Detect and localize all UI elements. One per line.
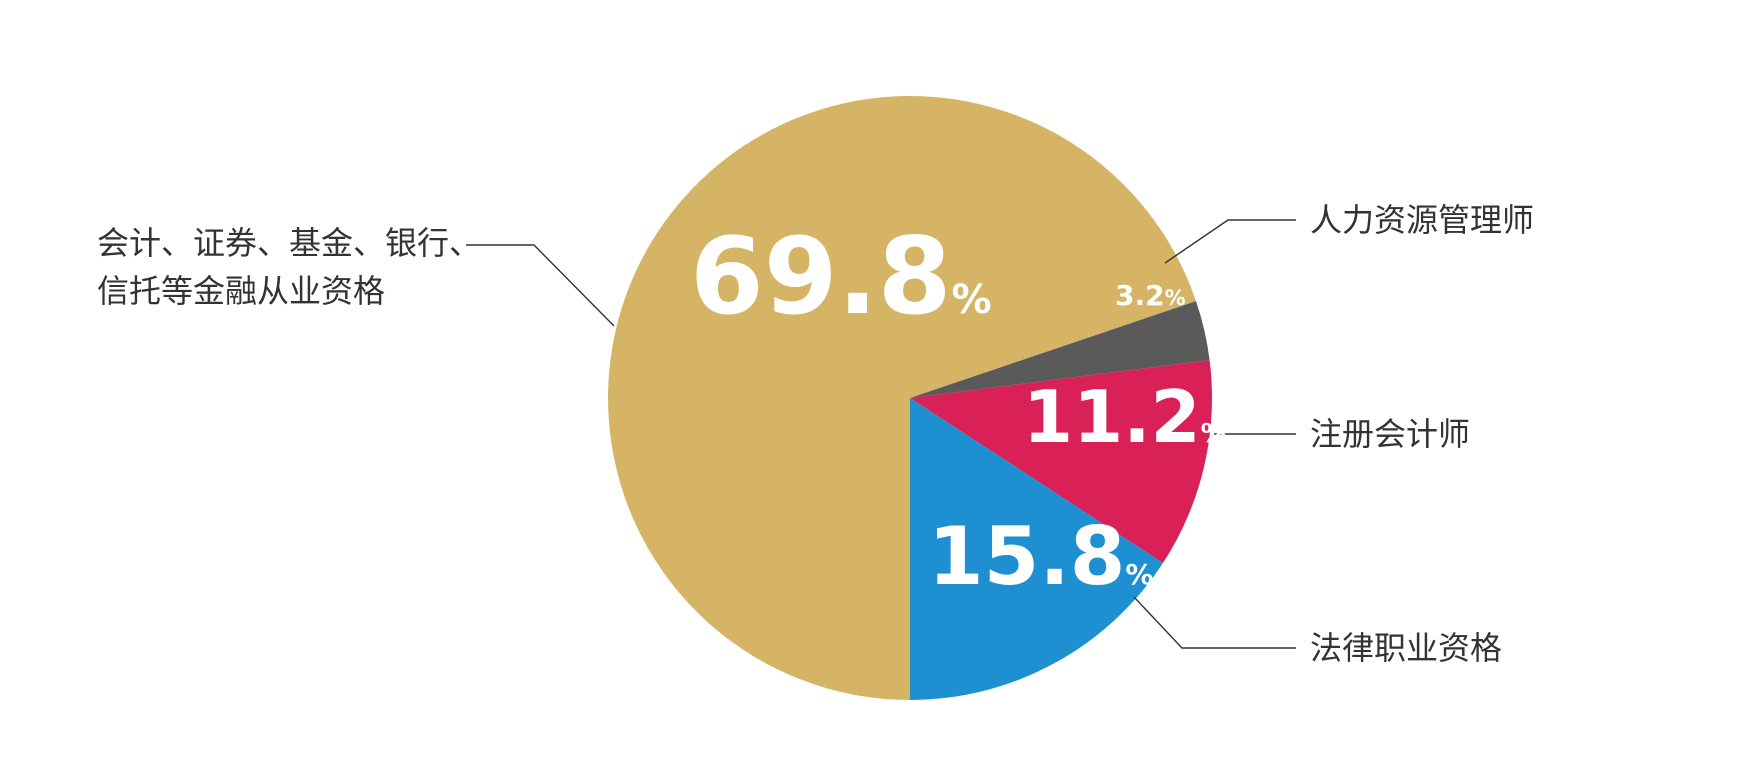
pie-slice-0 xyxy=(607,96,1197,701)
leader-line-0 xyxy=(466,244,615,327)
value-percent-sign-1: % xyxy=(1165,286,1186,310)
category-label-2: 注册会计师 xyxy=(1310,415,1470,453)
pie-slice-3 xyxy=(910,398,1163,700)
value-number-1: 3.2 xyxy=(1115,279,1165,312)
leader-line-3 xyxy=(1133,596,1296,649)
category-label-3: 法律职业资格 xyxy=(1310,629,1502,667)
value-percent-sign-0: % xyxy=(952,277,992,323)
pie-slices xyxy=(607,96,1213,701)
category-label-0-line-0: 会计、证券、基金、银行、 xyxy=(97,224,481,262)
value-number-3: 15.8 xyxy=(928,510,1125,603)
value-label-0: 69.8% xyxy=(690,215,992,338)
value-label-1: 3.2% xyxy=(1115,279,1186,312)
category-label-1: 人力资源管理师 xyxy=(1310,201,1534,239)
value-labels: 69.8% 3.2%11.2%15.8% xyxy=(690,215,1227,603)
leader-lines xyxy=(466,219,1296,649)
value-percent-sign-3: % xyxy=(1125,558,1153,591)
value-number-0: 69.8 xyxy=(690,215,952,338)
value-percent-sign-2: % xyxy=(1201,419,1227,449)
leader-line-1 xyxy=(1164,219,1296,264)
category-label-0-line-1: 信托等金融从业资格 xyxy=(97,272,385,310)
value-number-2: 11.2 xyxy=(1023,375,1201,459)
value-label-2: 11.2% xyxy=(1023,375,1227,459)
pie-slice-1 xyxy=(910,301,1210,398)
value-label-3: 15.8% xyxy=(928,510,1153,603)
pie-slice-2 xyxy=(910,360,1213,564)
